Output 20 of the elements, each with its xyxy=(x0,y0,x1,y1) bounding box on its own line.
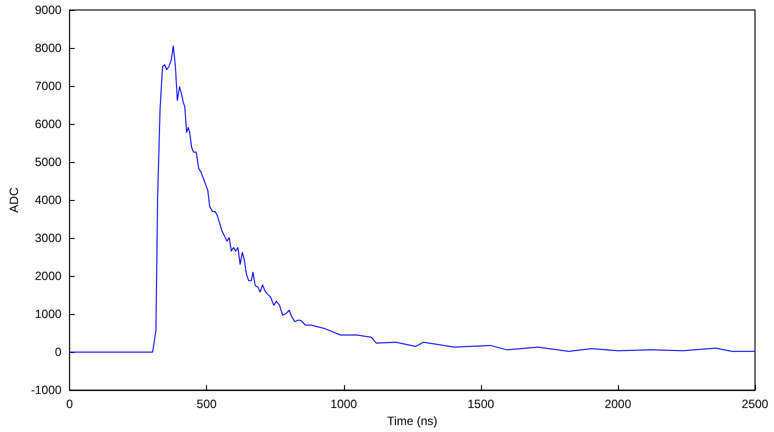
y-tick-label: 8000 xyxy=(34,41,62,56)
x-tick-label: 2000 xyxy=(604,397,632,412)
y-tick-label: 4000 xyxy=(34,193,62,208)
y-tick-label: 3000 xyxy=(34,231,62,246)
y-tick-label: 2000 xyxy=(34,269,62,284)
y-tick-label: 5000 xyxy=(34,155,62,170)
x-axis-title: Time (ns) xyxy=(387,414,438,428)
x-tick-label: 2500 xyxy=(742,397,769,412)
y-tick-label: 6000 xyxy=(34,117,62,132)
x-tick-label: 500 xyxy=(196,397,218,412)
y-tick-label: 9000 xyxy=(34,3,62,17)
y-tick-label: -1000 xyxy=(30,383,62,398)
x-tick-label: 1500 xyxy=(467,397,495,412)
y-tick-label: 0 xyxy=(54,345,62,360)
y-tick-label: 7000 xyxy=(34,79,62,94)
line-series xyxy=(69,45,756,353)
y-tick-label: 1000 xyxy=(34,307,62,322)
y-axis-title: ADC xyxy=(7,187,21,213)
x-tick-label: 0 xyxy=(66,397,74,412)
x-tick-label: 1000 xyxy=(330,397,358,412)
